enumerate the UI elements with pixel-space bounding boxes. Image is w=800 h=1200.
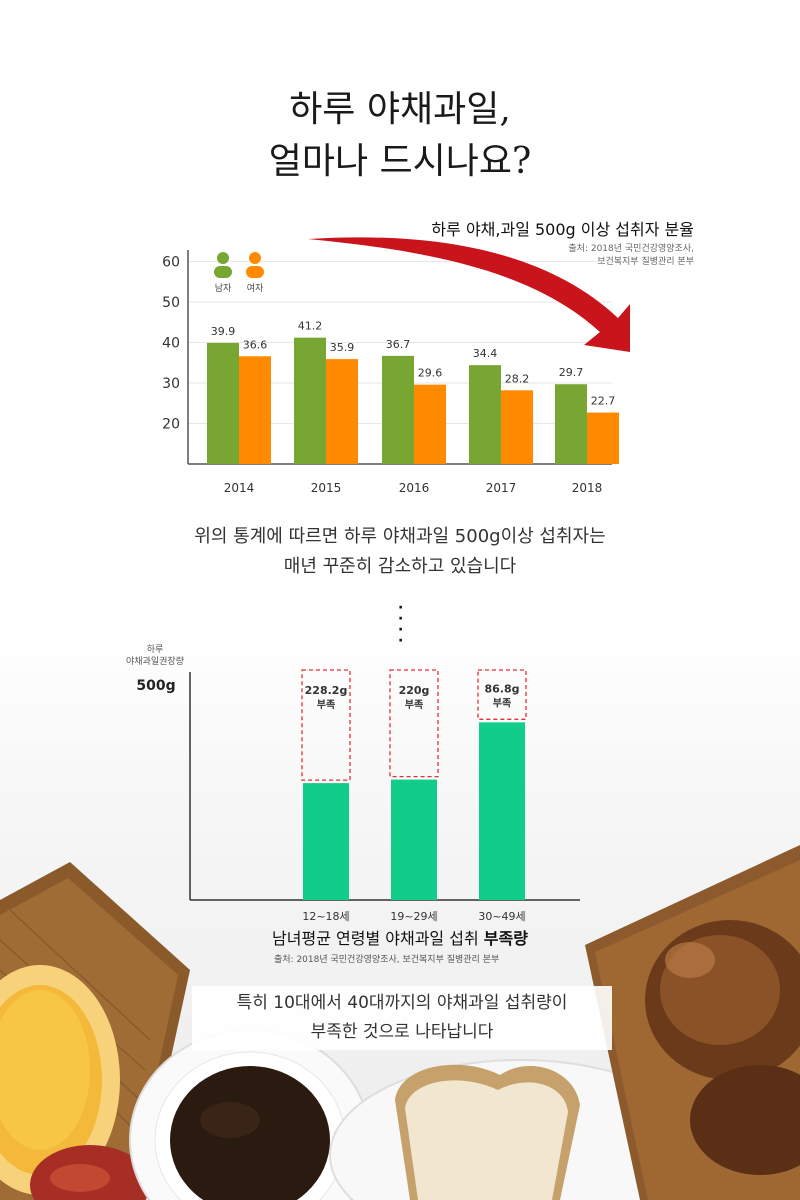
headline-line-1: 하루 야채과일, <box>289 89 511 130</box>
chart1-x-ticks: 2014 2015 2016 2017 2018 <box>224 481 603 495</box>
chart1-bar-male <box>294 337 326 464</box>
description-2: 특히 10대에서 40대까지의 야채과일 섭취량이 부족한 것으로 나타납니다 <box>192 986 612 1050</box>
chart1-source-line-2: 보건복지부 질병관리 본부 <box>597 257 694 267</box>
chart1-bar-female <box>326 359 358 464</box>
chart1-bars <box>207 337 619 464</box>
chart1-y-tick-label: 30 <box>162 376 180 392</box>
chart1-x-tick-label: 2015 <box>311 481 342 495</box>
chart2-bar <box>479 722 525 900</box>
chart1-legend: 남자 여자 <box>214 252 264 294</box>
chart2-ylabel-line-2: 야채과일권장량 <box>126 655 184 667</box>
chart1-data-label: 35.9 <box>330 341 355 354</box>
chart1-y-tick-label: 40 <box>162 336 180 352</box>
chart1-bar-male <box>207 342 239 464</box>
chart1-data-label: 22.7 <box>591 395 616 408</box>
legend-female-label: 여자 <box>247 282 264 294</box>
chart1-source: 출처: 2018년 국민건강영양조사, 보건복지부 질병관리 본부 <box>568 243 694 269</box>
description-1: 위의 통계에 따르면 하루 야채과일 500g이상 섭취자는 매년 꾸준히 감소… <box>0 522 800 582</box>
breakfast-background-image <box>0 845 800 1200</box>
chart2-bar <box>391 779 437 900</box>
chart2-caption: 남녀평균 연령별 야채과일 섭취 부족량 <box>0 925 800 949</box>
coffee-cup <box>129 1029 371 1200</box>
chart2-ylabel-line-1: 하루 <box>147 644 164 655</box>
chart2-x-tick-label: 30~49세 <box>478 910 525 923</box>
chart1-y-tick-label: 60 <box>162 255 180 271</box>
chart2-bars <box>303 722 525 900</box>
chart2-shortfall-box <box>389 669 439 778</box>
chart1-data-label: 41.2 <box>298 320 323 333</box>
chart1-x-tick-label: 2014 <box>224 481 255 495</box>
apple <box>30 1145 150 1200</box>
bread-plate <box>329 1059 711 1200</box>
chart1-data-label: 36.6 <box>243 338 268 351</box>
description-2-line-1: 특히 10대에서 40대까지의 야채과일 섭취량이 <box>236 993 568 1013</box>
chart1-data-label: 29.6 <box>418 367 443 380</box>
chart1-bar-female <box>501 390 533 464</box>
chart2-shortfall-boxes: 228.2g 부족 220g 부족 86.8g 부족 <box>301 669 527 781</box>
chart1-bar-male <box>469 365 501 464</box>
chart2-x-tick-label: 19~29세 <box>390 910 437 923</box>
chart2-x-tick-label: 12~18세 <box>302 910 349 923</box>
legend-male-label: 남자 <box>215 283 232 294</box>
chart1-y-tick-label: 50 <box>162 295 180 311</box>
chart2-x-ticks: 12~18세 19~29세 30~49세 <box>302 910 525 923</box>
chart2-reference-label: 500g <box>136 678 175 694</box>
chart1-source-line-1: 출처: 2018년 국민건강영양조사, <box>568 244 694 254</box>
chart1-data-label: 39.9 <box>211 325 236 338</box>
chart2-bar <box>303 783 349 900</box>
chart2-caption-normal: 남녀평균 연령별 야채과일 섭취 <box>272 929 484 948</box>
chart2-shortfall-value: 228.2g <box>305 684 348 697</box>
age-shortfall-bar-chart: 하루 야채과일권장량 500g 228.2g 부족 220g 부족 86.8g 부족 12… <box>126 644 580 923</box>
description-1-line-1: 위의 통계에 따르면 하루 야채과일 500g이상 섭취자는 <box>194 526 606 547</box>
legend-female-person-icon <box>246 252 264 278</box>
chart2-shortfall-word: 부족 <box>405 699 423 711</box>
chart2-shortfall-word: 부족 <box>317 699 335 711</box>
chart2-caption-bold: 부족량 <box>483 929 528 948</box>
orange-juice-glass <box>0 965 120 1195</box>
chart1-data-label: 28.2 <box>505 372 530 385</box>
chart1-data-label: 36.7 <box>386 338 411 351</box>
chart1-data-label: 29.7 <box>559 366 584 379</box>
chart1-bar-male <box>555 384 587 464</box>
chart2-shortfall-value: 86.8g <box>484 683 519 696</box>
chart2-shortfall-box <box>301 669 351 781</box>
chart1-bar-male <box>382 355 414 464</box>
decline-arrow <box>308 237 630 352</box>
chart1-data-label: 34.4 <box>473 347 498 360</box>
chart1-y-tick-label: 20 <box>162 417 180 433</box>
chart2-source: 출처: 2018년 국민건강영양조사, 보건복지부 질병관리 본부 <box>274 955 500 965</box>
chart1-bar-female <box>414 384 446 464</box>
headline: 하루 야채과일, 얼마나 드시나요? <box>0 84 800 188</box>
chart2-shortfall-word: 부족 <box>493 698 511 710</box>
chart1-x-tick-label: 2017 <box>486 481 517 495</box>
chart2-shortfall-value: 220g <box>399 684 430 697</box>
cutting-board-with-pastry <box>585 845 800 1200</box>
chart1-bar-female <box>239 356 271 464</box>
chart2-shortfall-box <box>477 669 527 720</box>
yearly-intake-bar-chart: 20 30 40 50 60 39.9 36.6 41.2 35.9 36.7 29.6 34.4 2… <box>162 237 630 495</box>
vertical-ellipsis-icon: · · · · <box>398 600 404 649</box>
chart1-data-labels: 39.9 36.6 41.2 35.9 36.7 29.6 34.4 28.2 29.7 22.7 <box>211 320 616 408</box>
chart1-y-ticks: 20 30 40 50 60 <box>162 255 180 433</box>
description-2-line-2: 부족한 것으로 나타납니다 <box>310 1022 494 1042</box>
chart1-title: 하루 야채,과일 500g 이상 섭취자 분율 <box>431 220 694 239</box>
chart1-x-tick-label: 2018 <box>572 481 603 495</box>
chart1-bar-female <box>587 412 619 464</box>
headline-line-2: 얼마나 드시나요? <box>268 141 532 182</box>
chart1-x-tick-label: 2016 <box>399 481 430 495</box>
legend-male-person-icon <box>214 252 232 278</box>
description-1-line-2: 매년 꾸준히 감소하고 있습니다 <box>283 556 517 577</box>
